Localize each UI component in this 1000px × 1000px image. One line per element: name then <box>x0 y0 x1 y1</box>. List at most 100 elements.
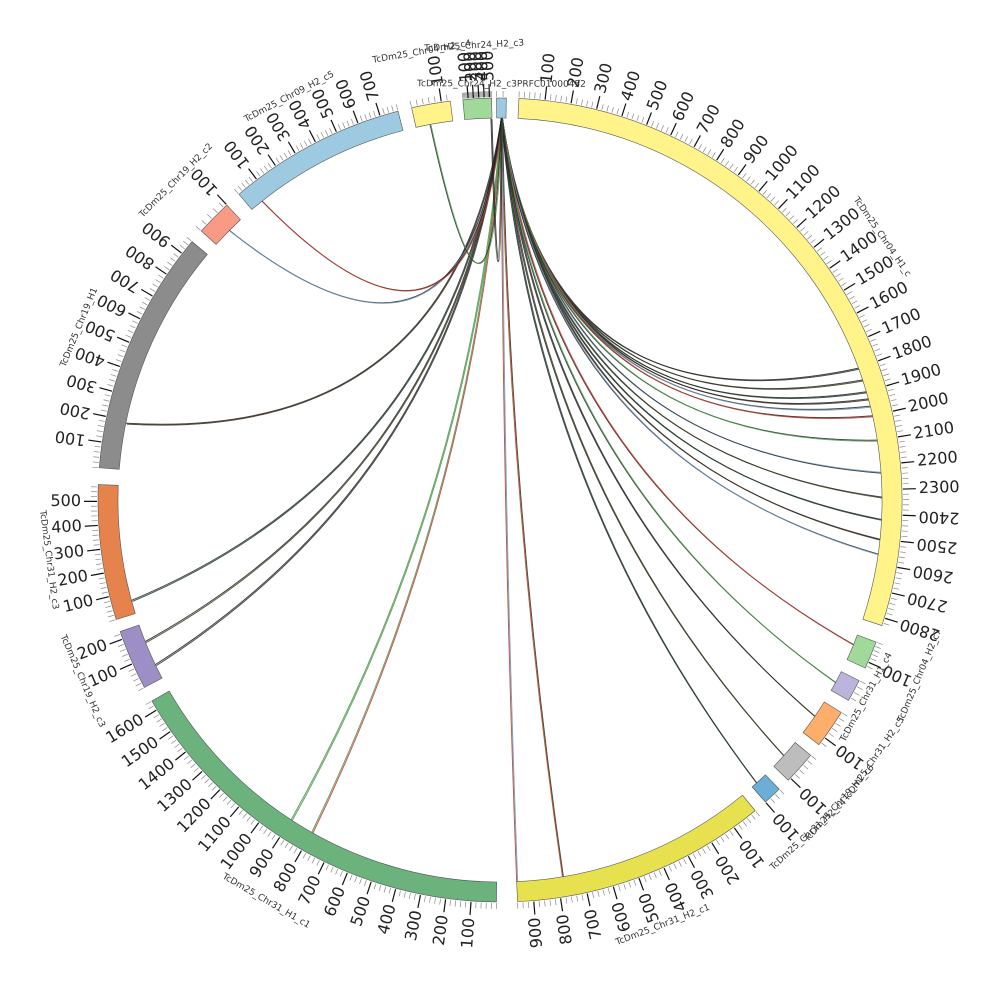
tick-label: 400 <box>661 879 691 915</box>
minor-tick <box>611 106 614 113</box>
major-tick <box>144 709 157 718</box>
minor-tick <box>364 880 367 886</box>
minor-tick <box>465 901 467 908</box>
minor-tick <box>183 240 189 246</box>
link-edge <box>430 117 503 264</box>
minor-tick <box>838 717 845 722</box>
minor-tick <box>302 852 307 859</box>
minor-tick <box>110 374 117 377</box>
minor-tick <box>439 898 441 905</box>
minor-tick <box>795 774 800 779</box>
minor-tick <box>190 763 196 768</box>
minor-tick <box>96 435 103 438</box>
major-tick <box>466 85 469 99</box>
minor-tick <box>591 101 594 108</box>
tick-label: 400 <box>617 68 644 103</box>
minor-tick <box>434 897 436 904</box>
minor-tick <box>900 456 907 459</box>
tick-label: 900 <box>245 845 278 881</box>
major-tick <box>868 330 881 338</box>
minor-tick <box>711 152 716 158</box>
minor-tick <box>623 883 626 890</box>
minor-tick <box>850 697 857 702</box>
major-tick <box>250 822 260 834</box>
tick-label: 500 <box>50 491 81 510</box>
tick-label: 600 <box>608 900 635 935</box>
major-tick <box>687 855 695 869</box>
minor-tick <box>702 146 707 153</box>
link <box>500 117 883 521</box>
major-tick <box>716 148 725 161</box>
major-tick <box>216 194 227 205</box>
link-edge <box>156 117 503 667</box>
minor-tick <box>299 142 304 149</box>
minor-tick <box>800 227 806 232</box>
minor-tick <box>751 814 756 820</box>
minor-tick <box>168 735 174 740</box>
minor-tick <box>575 98 578 105</box>
minor-tick <box>275 157 280 164</box>
minor-tick <box>872 343 879 347</box>
segment-arc <box>773 742 812 781</box>
minor-tick <box>171 739 177 744</box>
minor-tick <box>770 798 775 804</box>
minor-tick <box>876 353 883 357</box>
major-tick <box>438 88 442 102</box>
minor-tick <box>237 185 243 191</box>
minor-tick <box>132 320 138 324</box>
major-tick <box>891 592 905 597</box>
minor-tick <box>114 634 121 637</box>
minor-tick <box>898 440 905 443</box>
minor-tick <box>391 105 394 112</box>
minor-tick <box>462 92 465 99</box>
segment-tcdm25-chr31-h2-c4: 100 <box>751 774 803 845</box>
minor-ticks <box>866 642 883 670</box>
tick-label: 2300 <box>919 477 960 497</box>
minor-tick <box>195 226 201 231</box>
minor-tick <box>678 861 682 867</box>
minor-tick <box>854 305 860 309</box>
major-tick <box>570 90 574 104</box>
segment-arc <box>97 484 136 620</box>
major-tick <box>533 901 536 915</box>
minor-tick <box>656 122 660 129</box>
tick-label: 2600 <box>911 562 954 588</box>
minor-tick <box>602 889 605 896</box>
minor-tick <box>766 193 772 199</box>
minor-tick <box>241 182 246 188</box>
minor-tick <box>183 755 189 761</box>
minor-tick <box>810 239 816 244</box>
segment-arc <box>517 98 903 626</box>
minor-tick <box>897 430 904 433</box>
major-tick <box>663 867 670 881</box>
minor-tick <box>707 149 712 155</box>
minor-tick <box>162 727 168 732</box>
major-tick <box>477 84 480 98</box>
minor-tick <box>689 138 693 145</box>
minor-tick <box>849 295 855 300</box>
minor-tick <box>212 208 218 213</box>
major-tick <box>155 266 167 275</box>
minor-tick <box>284 842 289 849</box>
minor-tick <box>775 794 780 799</box>
minor-tick <box>698 143 702 150</box>
minor-tick <box>427 97 430 104</box>
minor-tick <box>459 901 462 908</box>
minor-tick <box>308 138 312 145</box>
tick-label: 1900 <box>899 360 943 390</box>
minor-tick <box>106 610 113 613</box>
minor-tick <box>93 544 100 546</box>
minor-tick <box>208 782 213 787</box>
minor-tick <box>222 796 228 802</box>
tick-label: 500 <box>346 894 374 929</box>
minor-tick <box>337 124 341 131</box>
tick-label: 2200 <box>916 447 958 470</box>
minor-tick <box>870 338 877 342</box>
minor-tick <box>127 329 134 334</box>
minor-tick <box>105 605 112 608</box>
minor-tick <box>133 678 139 682</box>
minor-tick <box>565 897 568 904</box>
minor-tick <box>872 654 878 658</box>
major-tick <box>469 901 472 915</box>
